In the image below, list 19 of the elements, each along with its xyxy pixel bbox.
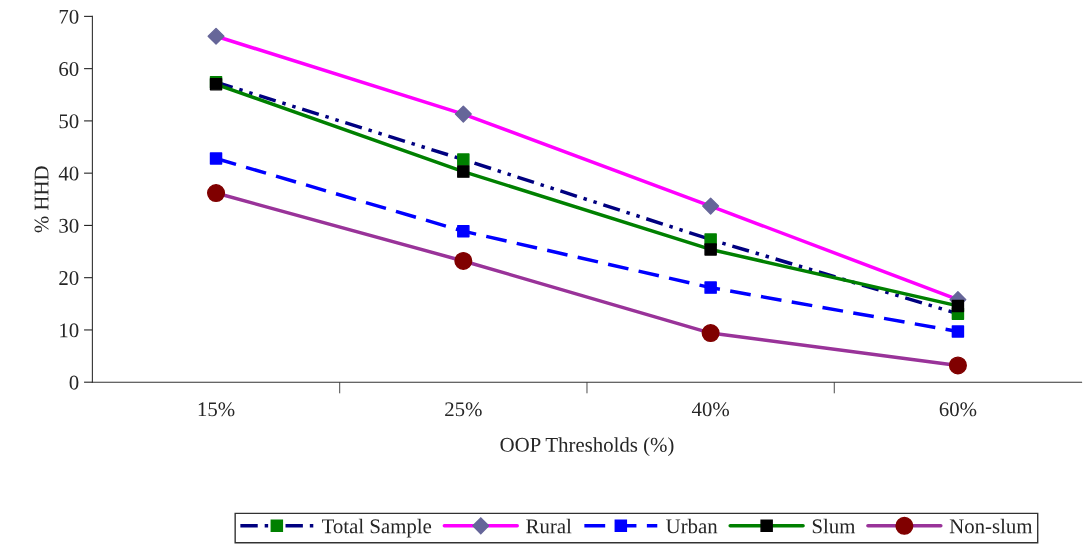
x-tick-label: 60%: [939, 402, 977, 417]
x-tick-label: 40%: [691, 402, 730, 417]
y-tick-label: 50: [59, 114, 79, 129]
x-tick-label: 15%: [198, 402, 235, 417]
x-tick-label: 25%: [445, 402, 482, 417]
legend-label: Total Sample: [322, 518, 432, 538]
y-tick-label: 0: [69, 375, 79, 390]
legend-label: Slum: [812, 518, 856, 534]
legend-label: Non-slum: [949, 518, 1033, 534]
legend-label: Rural: [526, 518, 572, 534]
x-axis-title: OOP Thresholds (%): [500, 437, 674, 457]
y-tick-label: 20: [59, 271, 79, 286]
y-axis-title: % HHD: [34, 166, 49, 233]
y-tick-label: 10: [60, 323, 79, 338]
y-tick-label: 30: [59, 218, 79, 233]
y-tick-label: 70: [59, 9, 79, 24]
y-tick-label: 60: [59, 62, 79, 77]
legend-label: Urban: [666, 518, 718, 534]
y-tick-label: 40: [58, 166, 79, 181]
